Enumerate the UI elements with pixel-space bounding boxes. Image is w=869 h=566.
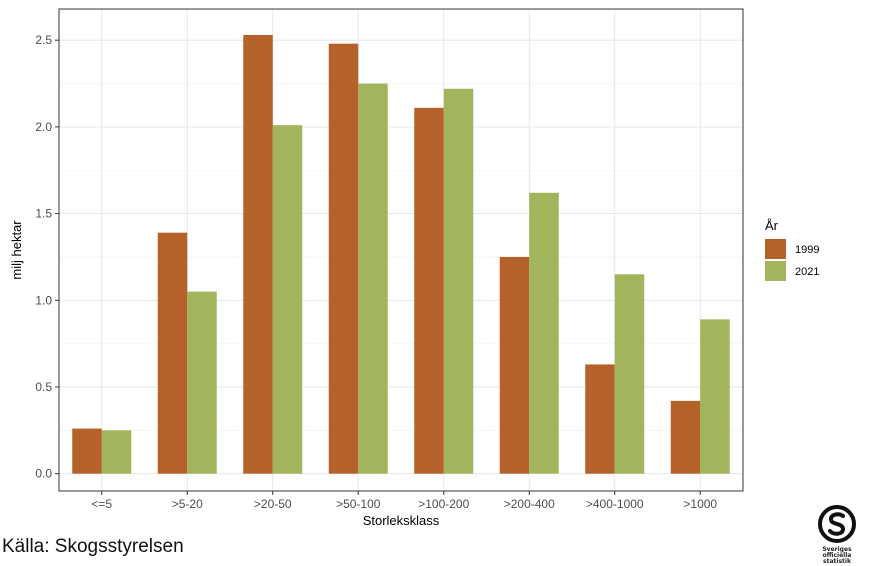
- x-tick-label: >400-1000: [586, 497, 644, 511]
- bar-1999-4: [414, 107, 444, 474]
- x-tick-label: >200-400: [504, 497, 555, 511]
- sos-logo: Sveriges officiella statistik: [808, 504, 866, 565]
- bar-1999-1: [157, 232, 188, 474]
- legend-key-2021: [765, 261, 786, 281]
- y-tick-label: 1.5: [35, 207, 52, 221]
- x-tick-label: >100-200: [418, 497, 469, 511]
- bar-2021-2: [272, 125, 303, 474]
- bar-1999-5: [499, 256, 530, 474]
- x-tick-label: >50-100: [336, 497, 381, 511]
- bar-2021-0: [101, 430, 132, 474]
- bar-2021-5: [529, 192, 559, 474]
- x-tick-label: >20-50: [254, 497, 292, 511]
- sos-logo-icon: [818, 505, 856, 543]
- y-tick-label: 2.0: [35, 120, 52, 134]
- x-tick-label: <=5: [91, 497, 112, 511]
- bar-1999-7: [670, 400, 701, 474]
- source-caption: Källa: Skogsstyrelsen: [2, 536, 184, 557]
- y-tick-label: 0.0: [35, 467, 52, 481]
- legend-label-2021: 2021: [795, 266, 819, 278]
- bar-1999-0: [72, 428, 102, 474]
- bar-2021-1: [187, 291, 217, 474]
- bar-2021-6: [614, 274, 645, 474]
- bar-2021-7: [700, 319, 730, 474]
- bar-1999-2: [243, 35, 273, 474]
- bar-chart: 0.0 0.5 1.0 1.5 2.0 2.5 <=5 >5-20 >20-50 >50-100 >…: [9, 8, 819, 528]
- legend-key-1999: [765, 239, 786, 259]
- y-axis-title: milj hektar: [9, 220, 24, 280]
- bar-1999-3: [328, 43, 359, 474]
- y-tick-label: 2.5: [35, 33, 52, 47]
- plot-border: [58, 8, 744, 492]
- bar-2021-3: [358, 83, 388, 474]
- x-tick-label: >1000: [683, 497, 717, 511]
- legend-label-1999: 1999: [795, 244, 819, 256]
- y-tick-label: 0.5: [35, 380, 52, 394]
- x-tick-label: >5-20: [172, 497, 203, 511]
- sos-logo-text: Sveriges officiella statistik: [822, 546, 852, 565]
- y-tick-label: 1.0: [35, 293, 52, 307]
- x-axis-title: Storleksklass: [363, 513, 440, 528]
- legend-title: År: [765, 218, 779, 233]
- bar-2021-4: [443, 88, 474, 474]
- bar-1999-6: [585, 364, 615, 474]
